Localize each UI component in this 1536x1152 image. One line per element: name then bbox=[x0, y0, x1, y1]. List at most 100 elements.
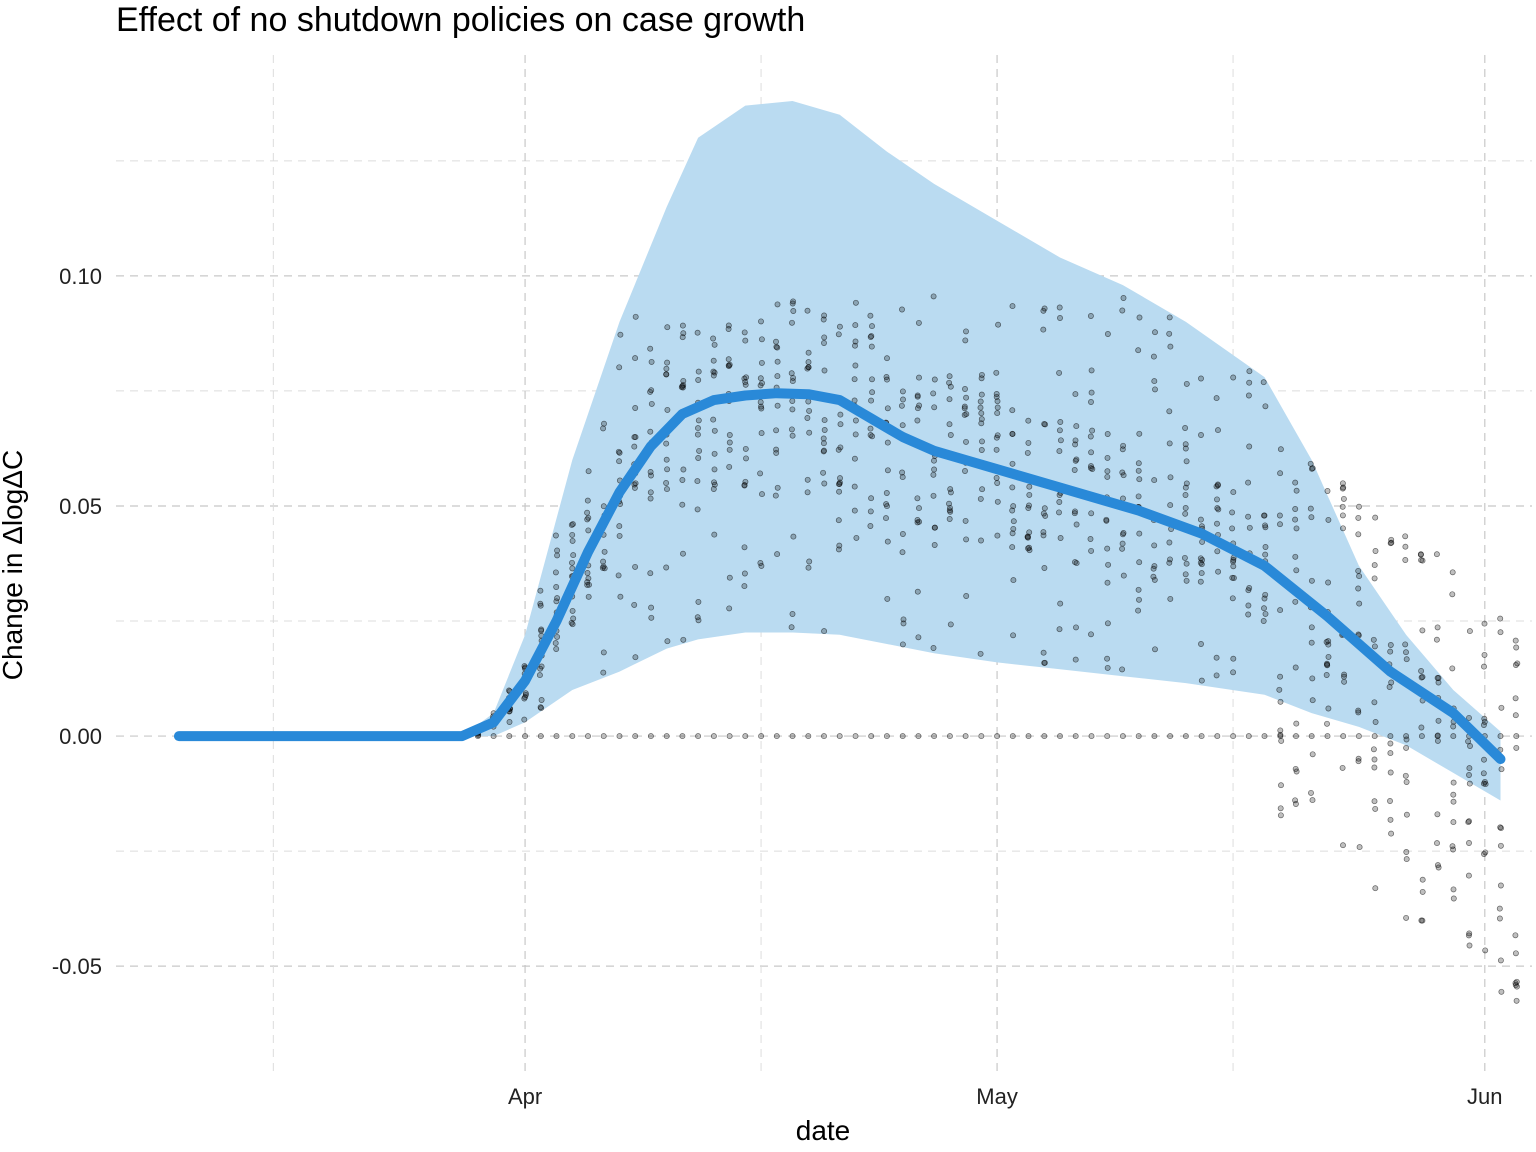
data-point bbox=[537, 600, 544, 607]
data-point bbox=[1466, 765, 1473, 772]
data-point bbox=[1245, 513, 1252, 520]
data-point bbox=[679, 733, 686, 740]
data-point bbox=[553, 646, 560, 652]
data-point bbox=[1009, 303, 1016, 310]
data-point bbox=[852, 733, 859, 740]
data-point bbox=[1496, 905, 1503, 912]
data-point bbox=[632, 405, 639, 411]
data-point bbox=[569, 565, 576, 572]
data-point bbox=[1308, 514, 1315, 521]
data-point bbox=[1262, 544, 1269, 550]
data-point bbox=[978, 410, 985, 417]
data-point bbox=[916, 374, 922, 381]
data-point bbox=[711, 341, 718, 348]
data-point bbox=[804, 489, 811, 496]
data-point bbox=[1435, 717, 1442, 724]
data-point bbox=[538, 697, 545, 703]
data-point bbox=[978, 391, 985, 398]
data-point bbox=[1293, 567, 1300, 574]
data-point bbox=[695, 425, 701, 432]
data-point bbox=[805, 733, 812, 740]
data-point bbox=[931, 466, 938, 473]
data-point bbox=[648, 614, 655, 621]
data-point bbox=[758, 318, 764, 325]
data-point bbox=[774, 301, 781, 308]
data-point bbox=[1277, 521, 1283, 528]
data-point bbox=[993, 474, 1000, 481]
data-point bbox=[884, 439, 891, 446]
data-point bbox=[585, 593, 592, 600]
data-point bbox=[1056, 448, 1063, 455]
data-point bbox=[1324, 488, 1331, 494]
data-point bbox=[1120, 442, 1127, 449]
data-point bbox=[647, 345, 654, 352]
data-point bbox=[1419, 876, 1426, 883]
data-point bbox=[1277, 607, 1284, 614]
data-point bbox=[1449, 591, 1456, 598]
data-point bbox=[1293, 733, 1299, 740]
data-point bbox=[536, 672, 543, 679]
data-point bbox=[1009, 460, 1016, 467]
data-point bbox=[1514, 660, 1521, 667]
data-point bbox=[1230, 733, 1237, 740]
data-point bbox=[1025, 417, 1032, 424]
data-point bbox=[1010, 632, 1017, 639]
data-point bbox=[790, 298, 797, 305]
data-point bbox=[1513, 744, 1520, 751]
data-point bbox=[1418, 557, 1425, 564]
data-point bbox=[584, 509, 591, 516]
data-point bbox=[900, 616, 907, 623]
data-point bbox=[916, 402, 923, 409]
data-point bbox=[664, 324, 671, 331]
data-point bbox=[1167, 474, 1174, 481]
data-point bbox=[570, 552, 577, 559]
data-point bbox=[569, 521, 576, 528]
data-point bbox=[1073, 624, 1079, 631]
confidence-band-layer bbox=[462, 101, 1501, 801]
data-point bbox=[899, 641, 906, 648]
data-point bbox=[600, 733, 607, 740]
data-point bbox=[711, 450, 718, 457]
data-point bbox=[820, 469, 827, 476]
data-point bbox=[1450, 819, 1457, 826]
data-point bbox=[601, 420, 607, 427]
data-point bbox=[710, 335, 717, 342]
data-point bbox=[867, 508, 874, 515]
data-point bbox=[1120, 295, 1127, 301]
data-point bbox=[1370, 636, 1377, 643]
data-point bbox=[931, 733, 938, 740]
data-point bbox=[1230, 374, 1237, 381]
data-point bbox=[1449, 665, 1456, 672]
x-axis-title: date bbox=[796, 1115, 851, 1146]
data-point bbox=[1355, 567, 1362, 574]
data-point bbox=[1277, 673, 1284, 680]
data-point bbox=[1010, 525, 1017, 532]
data-point bbox=[758, 403, 764, 410]
data-point bbox=[867, 334, 874, 340]
data-point bbox=[1104, 733, 1111, 740]
data-point bbox=[664, 466, 671, 473]
data-point bbox=[1435, 679, 1442, 686]
data-point bbox=[1135, 733, 1142, 740]
data-point bbox=[946, 373, 953, 380]
data-point bbox=[632, 355, 639, 362]
data-point bbox=[1009, 530, 1016, 537]
data-point bbox=[994, 532, 1001, 539]
data-point bbox=[1230, 563, 1237, 570]
data-point bbox=[899, 422, 906, 429]
data-point bbox=[617, 593, 624, 600]
data-point bbox=[898, 402, 905, 409]
data-point bbox=[1056, 427, 1063, 434]
data-point bbox=[1120, 472, 1127, 479]
data-point bbox=[1072, 441, 1079, 448]
data-point bbox=[1151, 733, 1158, 740]
data-point bbox=[1262, 403, 1269, 410]
data-point bbox=[1010, 518, 1017, 525]
data-point bbox=[1356, 600, 1363, 607]
data-point bbox=[1104, 664, 1111, 671]
confidence-band bbox=[462, 101, 1501, 801]
data-point bbox=[537, 733, 544, 740]
data-point bbox=[1183, 458, 1190, 465]
data-point bbox=[837, 475, 843, 482]
data-point bbox=[1214, 548, 1221, 555]
